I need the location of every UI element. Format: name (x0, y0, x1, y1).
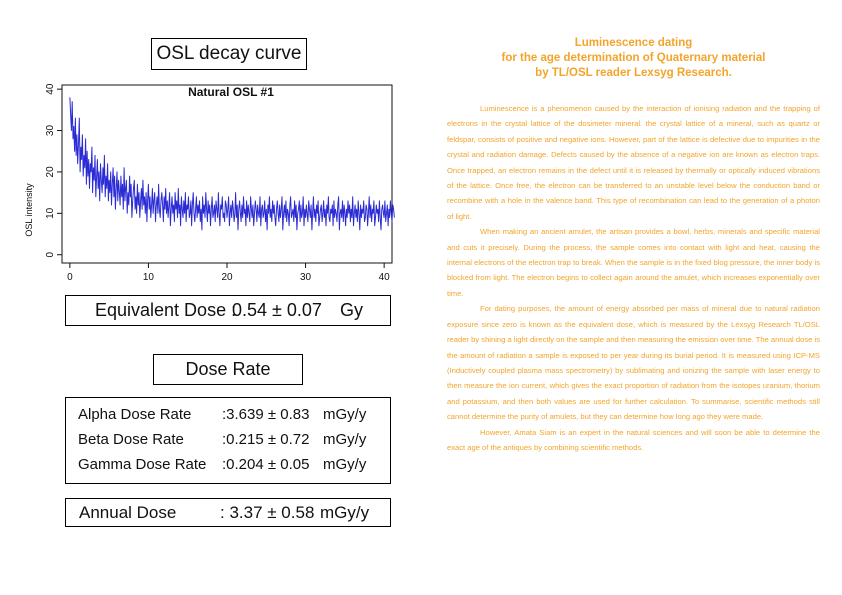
rate-value: :0.215 ± 0.72 (222, 431, 310, 448)
plot-frame (61, 84, 393, 264)
rate-name: Gamma Dose Rate (78, 456, 207, 473)
article: Luminescence dating for the age determin… (447, 36, 820, 455)
rate-name: Beta Dose Rate (78, 431, 184, 448)
y-tick-label: 30 (45, 125, 56, 137)
article-paragraph: For dating purposes, the amount of energ… (447, 304, 820, 422)
y-tick-label: 40 (45, 83, 56, 95)
rate-unit: mGy/y (323, 406, 367, 423)
osl-decay-chart: Natural OSL #1 OSL intensity 0 10 20 30 40 0 1… (24, 83, 395, 283)
article-paragraph: However, Amata Siam is an expert in the … (447, 427, 820, 452)
alpha-dose-row: Alpha Dose Rate :3.639 ± 0.83 mGy/y (66, 404, 390, 426)
dose-rate-title: Dose Rate (153, 354, 303, 385)
annual-dose-value: : 3.37 ± 0.58 (220, 503, 315, 522)
equivalent-dose-label: Equivalent Dose : (95, 300, 237, 320)
equivalent-dose-unit: Gy (340, 300, 364, 320)
y-tick-label: 20 (45, 166, 56, 178)
rate-name: Alpha Dose Rate (78, 406, 192, 423)
x-tick-label: 40 (379, 272, 391, 283)
beta-dose-row: Beta Dose Rate :0.215 ± 0.72 mGy/y (66, 429, 390, 451)
annual-dose-unit: mGy/y (320, 503, 370, 522)
x-tick-label: 30 (300, 272, 312, 283)
rate-unit: mGy/y (323, 431, 367, 448)
x-tick-label: 20 (221, 272, 233, 283)
equivalent-dose-value: 0.54 ± 0.07 (232, 300, 322, 320)
rate-value: :0.204 ± 0.05 (222, 456, 310, 473)
article-title: Luminescence dating for the age determin… (447, 36, 820, 81)
gamma-dose-row: Gamma Dose Rate :0.204 ± 0.05 mGy/y (66, 454, 390, 476)
article-title-line: by TL/OSL reader Lexsyg Research. (535, 67, 732, 79)
rate-value: :3.639 ± 0.83 (222, 406, 310, 423)
article-title-line: Luminescence dating (574, 37, 693, 49)
equivalent-dose-box: Equivalent Dose : 0.54 ± 0.07 Gy (65, 295, 391, 326)
annual-dose-label: Annual Dose (79, 503, 177, 522)
dose-rates-box: Alpha Dose Rate :3.639 ± 0.83 mGy/y Beta… (65, 397, 391, 484)
annual-dose-box: Annual Dose : 3.37 ± 0.58 mGy/y (65, 498, 391, 527)
article-paragraph: When making an ancient amulet, the artis… (447, 227, 820, 298)
article-title-line: for the age determination of Quaternary … (501, 52, 766, 64)
chart-title: Natural OSL #1 (188, 85, 274, 99)
osl-series-line (69, 97, 395, 231)
osl-decay-title: OSL decay curve (151, 38, 307, 70)
rate-unit: mGy/y (323, 456, 367, 473)
x-tick-label: 0 (67, 272, 73, 283)
article-paragraph: Luminescence is a phenomenon caused by t… (447, 104, 820, 221)
y-axis-label: OSL intensity (24, 183, 34, 237)
y-tick-label: 0 (45, 252, 56, 258)
x-tick-label: 10 (143, 272, 155, 283)
y-tick-label: 10 (45, 207, 56, 219)
